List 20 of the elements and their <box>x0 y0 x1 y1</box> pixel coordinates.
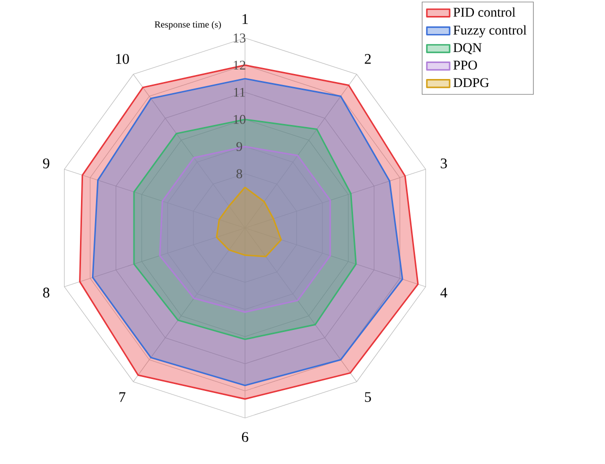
legend-label: Fuzzy control <box>453 25 526 38</box>
legend-label: PID control <box>453 7 516 17</box>
spoke-label: 3 <box>440 158 447 168</box>
spoke-label: 5 <box>365 392 371 402</box>
text: Response time (s) <box>154 21 221 30</box>
spoke-label: 2 <box>364 54 371 64</box>
y-tick-label: 13 <box>234 34 246 42</box>
spoke-label: 4 <box>440 288 448 298</box>
legend-label: DQN <box>453 43 482 54</box>
spoke-label: 1 <box>242 14 248 24</box>
y-tick-label: 8 <box>236 169 242 178</box>
spoke-label: 8 <box>43 288 50 298</box>
legend-label: DDPG <box>453 78 489 88</box>
y-tick-label: 9 <box>236 142 242 152</box>
spoke-label: 10 <box>116 54 129 64</box>
legend-label: PPO <box>453 60 477 70</box>
y-tick-label: 11 <box>234 88 245 97</box>
spoke-label: 6 <box>242 432 248 442</box>
spoke-label: 7 <box>119 392 126 402</box>
spoke-label: 9 <box>43 158 50 168</box>
